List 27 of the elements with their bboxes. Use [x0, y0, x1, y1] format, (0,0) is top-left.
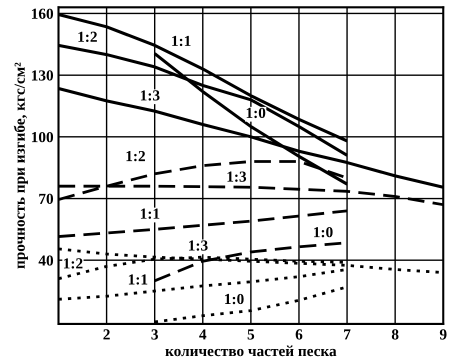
series-label: 1:3 — [189, 240, 208, 251]
x-tick-label: 4 — [199, 329, 206, 340]
series-label: 1:3 — [227, 172, 246, 182]
series-label: 1:3 — [140, 90, 160, 101]
x-tick-label: 6 — [296, 329, 302, 340]
series-label: 1:0 — [314, 226, 333, 238]
series-label: 1:2 — [64, 258, 82, 269]
x-tick-label: 5 — [248, 329, 254, 340]
series-label: 1:0 — [246, 108, 266, 118]
series-label: 1:2 — [78, 32, 97, 42]
y-tick-label: 100 — [32, 132, 54, 142]
x-tick-label: 7 — [344, 329, 351, 340]
y-tick-label: 130 — [32, 70, 54, 81]
x-tick-label: 3 — [151, 329, 158, 340]
y-axis-title: прочность при изгибе, кгс/см² — [14, 62, 28, 269]
x-tick-label: 8 — [392, 329, 398, 340]
y-tick-label: 40 — [38, 255, 54, 266]
y-tick-label: 160 — [32, 8, 54, 19]
series-label: 1:1 — [140, 208, 160, 219]
series-label: 1:2 — [126, 150, 145, 162]
series-label: 1:1 — [128, 274, 148, 285]
series-label: 1:1 — [172, 36, 191, 46]
x-axis-title: количество частей песка — [165, 346, 336, 356]
y-tick-label: 70 — [39, 194, 54, 204]
x-tick-label: 9 — [440, 329, 447, 340]
series-label: 1:0 — [225, 294, 244, 304]
x-tick-label: 2 — [103, 329, 110, 340]
